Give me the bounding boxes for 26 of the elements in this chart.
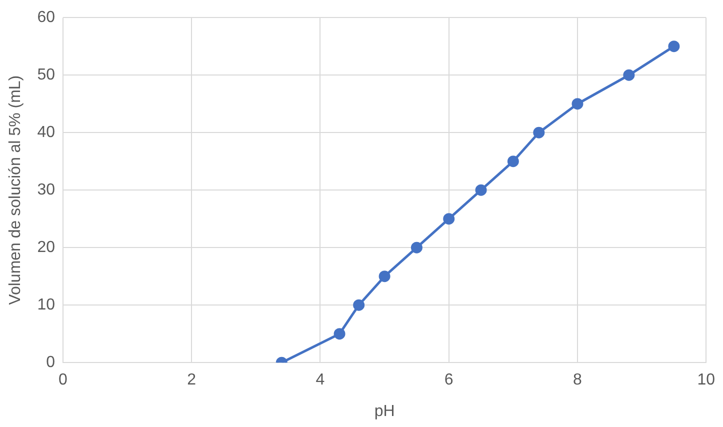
x-axis-title: pH [374, 402, 395, 420]
y-tick-label: 40 [37, 124, 56, 142]
x-tick-label: 8 [573, 372, 582, 389]
point [533, 126, 545, 138]
point [623, 69, 635, 81]
point [378, 270, 390, 282]
x-tick-label: 2 [187, 372, 196, 389]
y-axis-title: Volumen de solución al 5% (mL) [7, 75, 24, 305]
y-tick-label: 30 [37, 182, 56, 199]
point [443, 213, 455, 225]
y-tick-label: 20 [37, 239, 56, 256]
point [668, 40, 680, 52]
point [475, 184, 487, 196]
y-tick-label: 60 [37, 9, 56, 26]
point [353, 299, 365, 311]
point [572, 98, 584, 110]
x-tick-label: 6 [444, 372, 454, 389]
y-tick-label: 50 [37, 66, 56, 84]
y-tick-label: 0 [46, 354, 56, 372]
x-tick-label: 10 [697, 372, 716, 389]
point [410, 242, 422, 254]
x-tick-label: 0 [58, 372, 68, 389]
x-tick-label: 4 [316, 372, 325, 389]
point [507, 156, 519, 168]
point [334, 328, 346, 340]
y-tick-label: 10 [37, 296, 56, 314]
